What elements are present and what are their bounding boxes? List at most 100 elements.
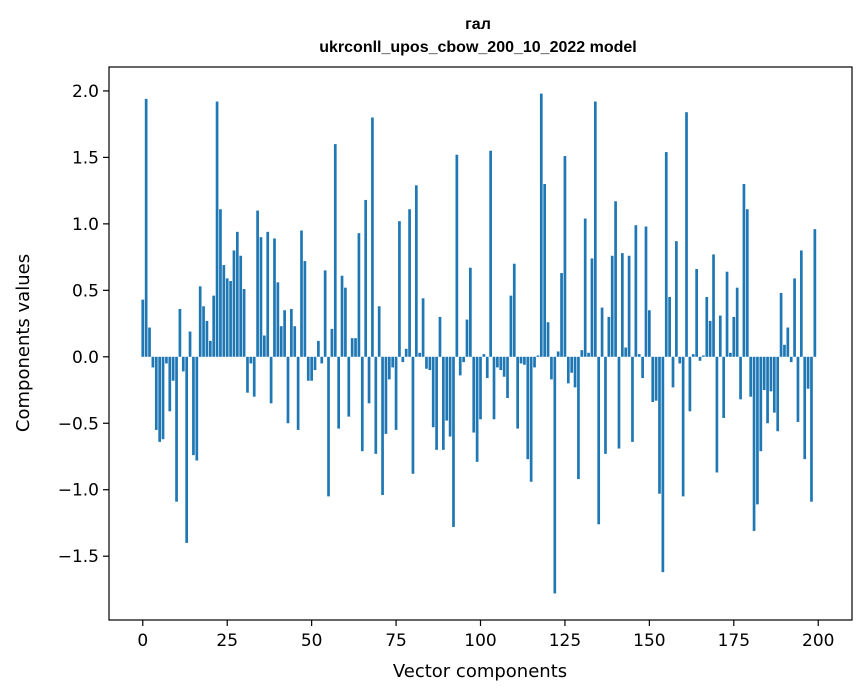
bar: [556, 351, 560, 357]
bar: [198, 286, 202, 357]
bar: [441, 356, 445, 450]
bar: [617, 356, 621, 449]
bar: [566, 356, 570, 384]
bar: [526, 356, 530, 460]
bar: [745, 209, 749, 357]
bar: [347, 356, 351, 417]
bar: [546, 322, 550, 357]
bar: [634, 225, 638, 357]
bar: [360, 356, 364, 452]
bar: [455, 154, 459, 357]
bar: [435, 356, 438, 450]
bar: [290, 308, 293, 357]
bar: [543, 183, 547, 357]
bar: [330, 328, 334, 357]
bar: [303, 261, 307, 357]
bar: [516, 356, 520, 429]
bar: [276, 282, 280, 357]
bar: [340, 275, 344, 357]
bar: [742, 183, 746, 357]
bar: [225, 278, 229, 357]
bar: [398, 221, 401, 357]
bar: [789, 356, 793, 363]
bar: [317, 340, 320, 357]
bar: [627, 255, 631, 357]
y-tick-label: −1.5: [58, 547, 99, 567]
bar: [242, 288, 246, 357]
bar: [154, 356, 158, 430]
bar: [168, 356, 172, 412]
bar: [600, 307, 604, 357]
bar: [357, 233, 361, 357]
y-tick-label: 1.5: [72, 148, 99, 168]
bar: [364, 199, 368, 357]
bar: [651, 356, 655, 402]
bar: [181, 356, 185, 372]
bar: [333, 144, 337, 357]
bar: [252, 356, 256, 397]
x-axis-label: Vector components: [393, 661, 567, 682]
bar: [664, 152, 668, 357]
bar: [671, 356, 675, 388]
y-tick-label: 1.0: [72, 215, 99, 235]
bar: [161, 356, 165, 440]
bar: [796, 356, 800, 422]
bar: [610, 255, 614, 357]
bar: [573, 356, 577, 388]
bar: [563, 156, 567, 357]
bar: [337, 356, 341, 429]
bar: [732, 316, 736, 357]
bar: [607, 316, 611, 357]
bar: [354, 338, 357, 357]
bar: [394, 356, 398, 430]
x-tick-label: 125: [549, 631, 581, 651]
bar: [695, 269, 698, 357]
y-axis-label: Components values: [13, 254, 34, 432]
bar: [469, 267, 472, 357]
bar: [536, 355, 540, 357]
bar: [148, 327, 151, 357]
bar: [752, 356, 756, 531]
bar: [381, 356, 384, 496]
y-tick-label: −1.0: [58, 481, 99, 501]
bar: [668, 296, 671, 357]
bar: [350, 338, 354, 357]
bar: [570, 356, 574, 373]
bar: [323, 270, 327, 357]
bar: [688, 356, 692, 412]
bar: [661, 356, 665, 573]
bar: [411, 356, 415, 474]
bar: [681, 356, 685, 497]
bar: [222, 265, 226, 357]
bar: [776, 356, 780, 432]
bar: [401, 356, 405, 363]
bar: [269, 356, 273, 404]
bar: [786, 327, 790, 357]
bar: [215, 101, 219, 357]
bar: [445, 356, 449, 421]
bar: [144, 98, 148, 357]
bar: [583, 218, 587, 357]
bar: [229, 281, 232, 357]
chart-title: гал: [465, 16, 491, 33]
y-axis-ticks: −1.5 −1.0 −0.5 0.0 0.5 1.0 1.5 2.0: [58, 82, 109, 567]
bar: [259, 237, 263, 357]
x-tick-label: 200: [802, 631, 834, 651]
bar: [779, 292, 783, 357]
bar: [306, 356, 310, 381]
x-tick-label: 0: [137, 631, 148, 651]
bar: [465, 319, 469, 357]
bar: [614, 201, 617, 357]
bar: [219, 209, 222, 357]
bar: [641, 356, 644, 379]
bar: [691, 354, 695, 357]
bar: [151, 356, 155, 368]
bar: [678, 356, 682, 364]
bar: [793, 278, 796, 357]
x-tick-label: 175: [718, 631, 750, 651]
bar: [658, 356, 661, 494]
bar: [344, 287, 347, 357]
bar: [702, 355, 705, 357]
bar: [239, 255, 243, 357]
bar: [813, 229, 817, 357]
